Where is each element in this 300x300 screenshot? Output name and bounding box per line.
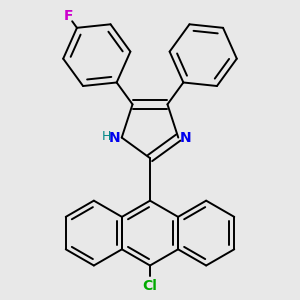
Text: H: H [102,130,112,143]
Text: Cl: Cl [142,279,158,293]
Text: N: N [109,130,120,145]
Text: N: N [180,130,191,145]
Text: F: F [64,9,73,23]
